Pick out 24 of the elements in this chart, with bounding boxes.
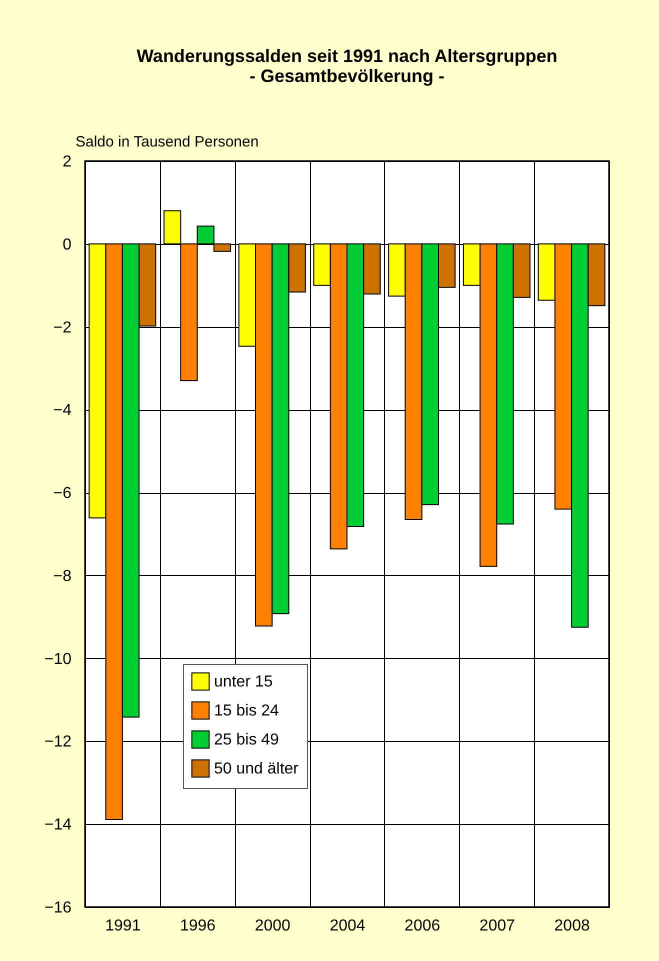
legend-label: 25 bis 49: [214, 732, 280, 748]
x-tick-label: 2004: [330, 918, 366, 934]
y-tick-label: −14: [44, 816, 72, 834]
y-tick-label: −12: [44, 734, 72, 751]
y-tick-label: −16: [44, 900, 72, 916]
x-tick-label: 2008: [554, 918, 590, 934]
y-tick-label: −4: [53, 402, 72, 420]
x-tick-label: 1996: [180, 918, 216, 934]
x-tick-label: 2000: [254, 918, 291, 934]
text: Wanderungssalden seit 1991 nach Altersgruppen: [136, 46, 558, 66]
y-tick-label: 0: [62, 236, 72, 254]
y-tick-label: 2: [62, 154, 72, 170]
y-tick-label: −10: [44, 650, 72, 668]
y-axis-title: Saldo in Tausend Personen: [76, 134, 259, 150]
y-tick-label: −8: [53, 568, 72, 585]
legend-label: 15 bis 24: [214, 702, 280, 720]
x-tick-label: 2006: [404, 918, 440, 934]
legend-label: 50 und älter: [214, 760, 300, 778]
x-tick-label: 2007: [479, 918, 516, 934]
legend-label: unter 15: [214, 674, 273, 690]
text: - Gesamtbevölkerung -: [249, 66, 445, 86]
y-tick-label: −6: [53, 485, 72, 502]
x-tick-label: 1991: [105, 918, 141, 934]
y-tick-label: −2: [53, 319, 72, 336]
